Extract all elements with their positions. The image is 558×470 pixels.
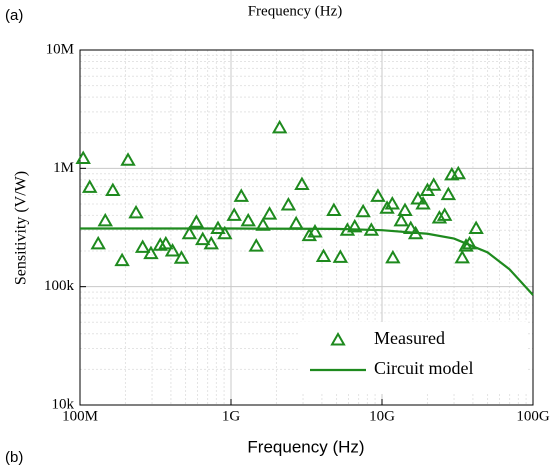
marker <box>425 177 442 191</box>
marker <box>255 217 271 231</box>
marker <box>114 252 130 267</box>
marker <box>301 227 318 242</box>
marker <box>97 212 113 227</box>
marker <box>315 248 332 262</box>
marker <box>143 245 159 260</box>
marker <box>431 210 448 224</box>
marker <box>468 220 484 235</box>
y-tick-label: 1M <box>53 160 74 176</box>
legend-label: Circuit model <box>374 358 473 378</box>
marker <box>240 212 256 227</box>
marker <box>75 150 91 165</box>
marker <box>152 237 168 251</box>
marker <box>82 179 98 193</box>
marker <box>226 207 242 221</box>
marker <box>261 206 278 220</box>
legend-marker <box>330 331 346 346</box>
marker <box>294 176 310 191</box>
marker <box>332 249 349 263</box>
x-tick-label: 100G <box>516 408 550 424</box>
marker <box>217 225 233 240</box>
marker <box>385 249 401 264</box>
marker <box>454 249 470 264</box>
y-axis-label: Sensitivity (V/W) <box>13 171 30 285</box>
marker <box>307 223 323 238</box>
marker <box>436 207 453 221</box>
marker <box>370 188 386 202</box>
y-tick-label: 10k <box>52 396 75 412</box>
marker <box>397 202 413 217</box>
y-tick-label: 100k <box>44 278 75 294</box>
marker <box>280 196 297 211</box>
marker <box>440 186 457 201</box>
x-tick-label: 1G <box>222 408 241 424</box>
cut-label: Frequency (Hz) <box>248 3 343 19</box>
marker <box>271 119 288 134</box>
legend-label: Measured <box>374 328 445 348</box>
marker <box>355 203 371 218</box>
panel-label: (b) <box>5 449 23 466</box>
marker <box>158 235 174 250</box>
marker <box>181 225 198 240</box>
marker <box>393 212 409 227</box>
marker <box>248 238 264 252</box>
marker <box>233 188 250 202</box>
x-axis-label: Frequency (Hz) <box>247 437 364 456</box>
x-tick-label: 10G <box>369 408 395 424</box>
marker <box>134 239 151 253</box>
marker <box>415 195 431 210</box>
marker <box>188 214 205 228</box>
marker <box>128 204 144 219</box>
marker <box>384 195 401 210</box>
marker <box>164 243 181 257</box>
marker <box>410 191 426 205</box>
marker <box>195 231 211 246</box>
marker <box>203 235 219 250</box>
y-tick-label: 10M <box>46 41 74 57</box>
panel-label: (a) <box>5 7 23 24</box>
marker <box>105 182 121 196</box>
marker <box>326 202 342 217</box>
model-line <box>80 227 534 296</box>
marker <box>90 235 106 250</box>
x-tick-label: 100M <box>62 408 98 424</box>
marker <box>288 215 304 230</box>
marker <box>173 250 190 264</box>
marker <box>450 165 467 180</box>
marker <box>347 218 363 233</box>
marker <box>120 152 136 166</box>
